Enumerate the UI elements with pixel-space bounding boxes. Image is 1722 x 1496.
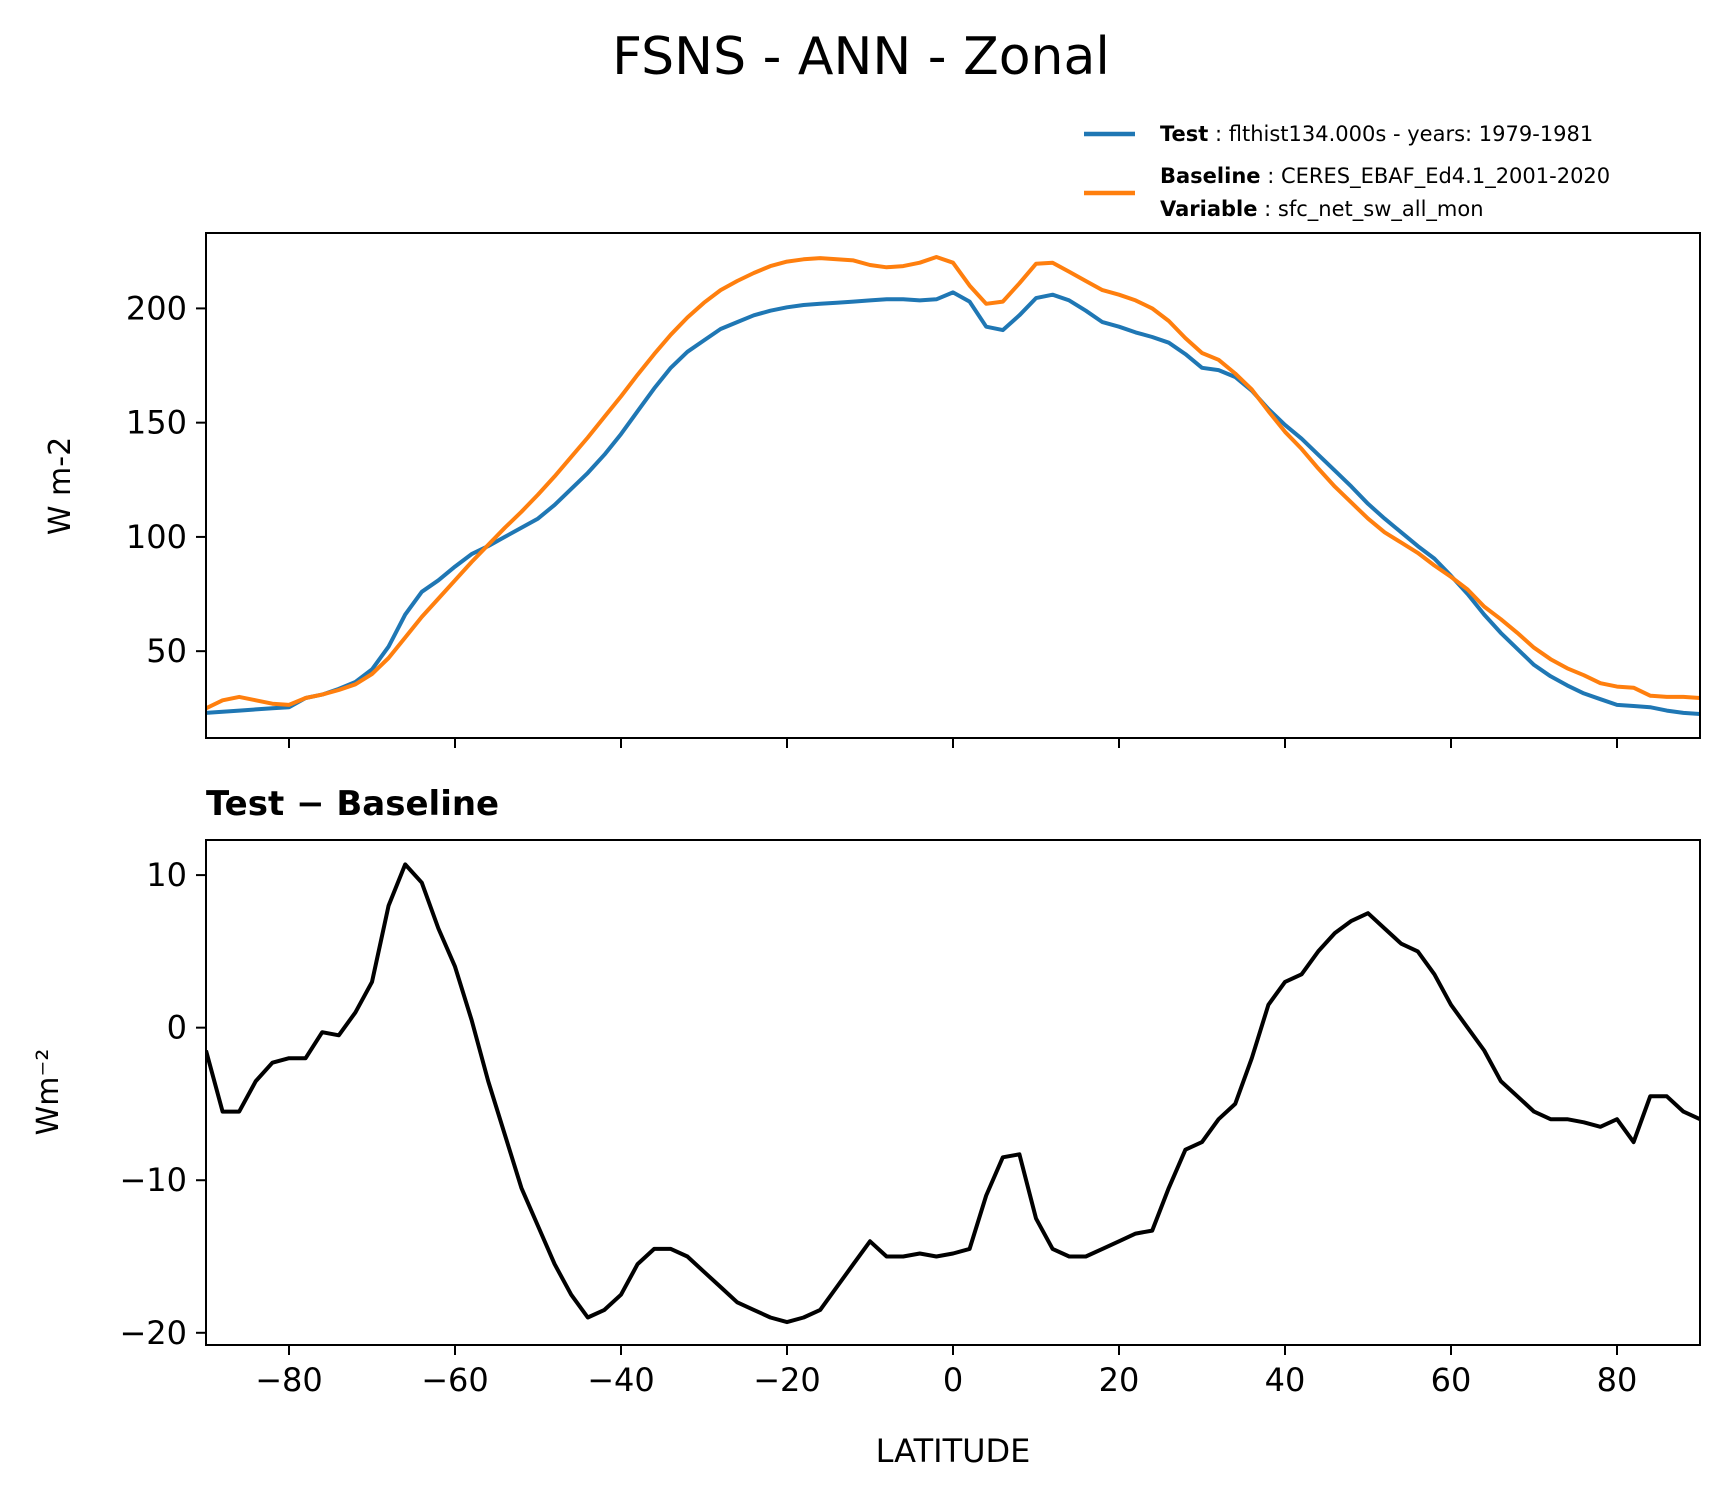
legend-variable-key: Variable bbox=[1160, 197, 1257, 221]
bottom-y-tick-label: 10 bbox=[146, 856, 187, 894]
legend-baseline-label: Baseline : CERES_EBAF_Ed4.1_2001-2020 bbox=[1160, 164, 1610, 189]
bottom-y-tick-label: 0 bbox=[167, 1009, 187, 1047]
top-y-tick-label: 150 bbox=[126, 404, 187, 442]
bottom-y-axis-label: Wm⁻² bbox=[31, 1049, 66, 1136]
top-y-tick-label: 200 bbox=[126, 289, 187, 327]
bottom-x-tick-label: −80 bbox=[255, 1361, 323, 1399]
bottom-x-tick-label: 60 bbox=[1431, 1361, 1472, 1399]
top-series-group bbox=[206, 255, 1700, 716]
legend-test-value: flthist134.000s - years: 1979-1981 bbox=[1229, 122, 1594, 146]
top-plot-area bbox=[206, 233, 1700, 738]
top-series-line-baseline bbox=[206, 255, 1700, 711]
top-y-tick-label: 100 bbox=[126, 518, 187, 556]
top-axes-frame bbox=[205, 232, 1701, 739]
figure-title: FSNS - ANN - Zonal bbox=[612, 27, 1110, 87]
bottom-ticks-group: −80 −60 −40 −20 0 20 40 60 80 −20 −10 0 10 bbox=[119, 856, 1637, 1399]
legend-variable-value: sfc_net_sw_all_mon bbox=[1278, 197, 1484, 222]
bottom-plot-area bbox=[206, 840, 1700, 1345]
bottom-x-tick-label: 20 bbox=[1099, 1361, 1140, 1399]
legend-variable-sep: : bbox=[1257, 197, 1277, 221]
legend-test-label: Test : flthist134.000s - years: 1979-198… bbox=[1160, 122, 1593, 146]
legend: Test : flthist134.000s - years: 1979-198… bbox=[1084, 122, 1610, 222]
bottom-series-line-test-baseline bbox=[206, 862, 1700, 1325]
bottom-panel-title: Test − Baseline bbox=[206, 784, 499, 824]
legend-baseline-value: CERES_EBAF_Ed4.1_2001-2020 bbox=[1281, 164, 1610, 189]
bottom-series-group bbox=[206, 862, 1700, 1325]
bottom-y-tick-label: −10 bbox=[119, 1161, 187, 1199]
bottom-x-tick-label: −40 bbox=[587, 1361, 655, 1399]
bottom-x-tick-label: 40 bbox=[1265, 1361, 1306, 1399]
bottom-axes-frame bbox=[205, 839, 1701, 1346]
top-y-axis-label: W m-2 bbox=[43, 437, 78, 535]
top-panel: 50 100 150 200 W m-2 bbox=[43, 232, 1701, 748]
top-y-tick-label: 50 bbox=[146, 632, 187, 670]
legend-baseline-key: Baseline bbox=[1160, 164, 1261, 188]
bottom-x-tick-label: −60 bbox=[421, 1361, 489, 1399]
top-ticks-group: 50 100 150 200 bbox=[126, 289, 1618, 748]
legend-baseline-sep: : bbox=[1261, 164, 1281, 188]
bottom-x-axis-label: LATITUDE bbox=[876, 1432, 1031, 1470]
bottom-y-tick-label: −20 bbox=[119, 1314, 187, 1352]
legend-test-sep: : bbox=[1208, 122, 1228, 146]
legend-variable-label: Variable : sfc_net_sw_all_mon bbox=[1160, 197, 1484, 222]
bottom-x-tick-label: −20 bbox=[753, 1361, 821, 1399]
bottom-x-tick-label: 80 bbox=[1597, 1361, 1638, 1399]
bottom-x-tick-label: 0 bbox=[943, 1361, 963, 1399]
legend-test-key: Test bbox=[1160, 122, 1208, 146]
bottom-panel: Test − Baseline −80 −60 −40 −20 0 20 40 60 80 −20… bbox=[31, 784, 1701, 1470]
